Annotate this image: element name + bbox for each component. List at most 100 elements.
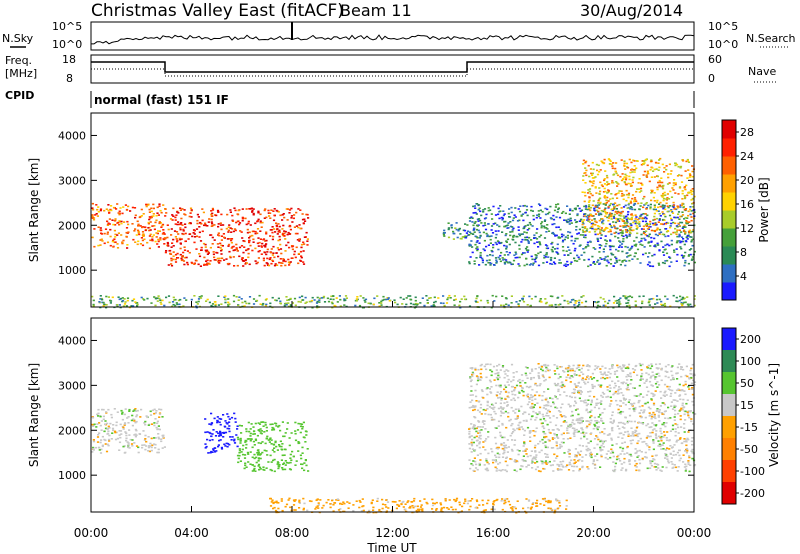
power-cell [628, 295, 632, 297]
velocity-cell [622, 364, 625, 366]
velocity-cell [481, 421, 484, 423]
power-cell [589, 240, 592, 243]
power-cell [635, 216, 638, 218]
power-cell [563, 264, 566, 267]
power-cell [168, 301, 171, 304]
velocity-cell [217, 444, 220, 446]
power-cell [197, 263, 200, 266]
power-cell [674, 164, 677, 167]
velocity-cell [257, 460, 260, 462]
velocity-cell [596, 398, 599, 401]
velocity-cell [684, 468, 688, 470]
velocity-cell [652, 440, 655, 442]
power-cell [193, 229, 196, 232]
velocity-cell [132, 410, 135, 412]
power-cell [619, 215, 622, 217]
velocity-cell [306, 448, 309, 450]
velocity-cell [468, 406, 471, 409]
velocity-cell [537, 374, 540, 377]
velocity-cell [580, 391, 583, 393]
velocity-cell [674, 428, 677, 430]
power-cell [555, 226, 558, 229]
velocity-cell [121, 411, 124, 414]
velocity-cell [94, 446, 98, 449]
nave-trace [91, 68, 694, 77]
power-cell [211, 209, 215, 211]
power-cell [254, 260, 257, 262]
power-cell [683, 224, 686, 227]
velocity-cell [543, 427, 546, 430]
power-cell [176, 211, 179, 213]
power-cell [179, 223, 182, 225]
power-cell [505, 245, 508, 247]
power-cell [651, 254, 654, 257]
velocity-cell [601, 431, 604, 433]
velocity-cell [478, 446, 481, 449]
power-cell [297, 262, 300, 265]
power-cell [100, 297, 103, 300]
power-cell [621, 250, 624, 253]
power-cell [452, 238, 455, 240]
power-cell [576, 214, 579, 217]
power-cell [609, 228, 612, 231]
power-cell [608, 159, 611, 161]
velocity-cell [548, 439, 551, 442]
power-cell [618, 240, 621, 242]
power-cell [654, 223, 657, 225]
power-cell [141, 244, 145, 247]
velocity-cell [107, 444, 110, 447]
power-cell [290, 217, 293, 219]
power-cell [629, 254, 632, 257]
power-cell [684, 259, 687, 262]
power-cell [254, 232, 257, 235]
velocity-cell [552, 415, 555, 417]
velocity-cell [631, 404, 634, 406]
power-cell [137, 223, 140, 226]
power-cell [647, 172, 650, 175]
velocity-cell [683, 440, 686, 443]
power-cell [580, 296, 583, 298]
power-cell [505, 260, 508, 263]
power-cell [305, 301, 308, 303]
power-cell [278, 231, 281, 233]
power-cell [221, 257, 224, 260]
velocity-cell [641, 372, 644, 375]
power-cell [475, 228, 478, 231]
power-cell [117, 221, 120, 224]
power-cell [136, 304, 139, 307]
power-cell [608, 183, 611, 185]
power-cell [540, 225, 543, 227]
power-cell [545, 252, 548, 254]
power-cell [627, 182, 630, 185]
power-cell [675, 248, 678, 250]
power-cell [693, 304, 696, 307]
power-cell [600, 218, 603, 220]
power-cell [650, 192, 653, 194]
power-cell [200, 249, 203, 251]
velocity-cell [154, 447, 157, 449]
velocity-cell [543, 391, 546, 393]
velocity-cell [211, 451, 214, 453]
power-cell [533, 234, 536, 236]
power-cell [188, 222, 191, 225]
velocity-cell [102, 418, 105, 421]
velocity-cell [637, 401, 640, 404]
velocity-cell [128, 408, 131, 411]
power-cell [691, 202, 694, 205]
velocity-cell [596, 379, 599, 382]
power-cell [619, 212, 622, 214]
power-cell [252, 208, 255, 210]
power-cell [272, 252, 275, 254]
velocity-cell [520, 405, 523, 408]
power-cell [130, 305, 133, 307]
power-cell [530, 239, 533, 241]
power-cell [299, 227, 302, 230]
power-cell [533, 237, 536, 239]
power-cell [264, 240, 267, 242]
power-cell [503, 213, 506, 215]
velocity-cell [483, 423, 486, 425]
velocity-cell [524, 372, 527, 375]
power-cell [634, 304, 637, 306]
velocity-cell [678, 410, 681, 412]
velocity-cell [569, 381, 572, 383]
